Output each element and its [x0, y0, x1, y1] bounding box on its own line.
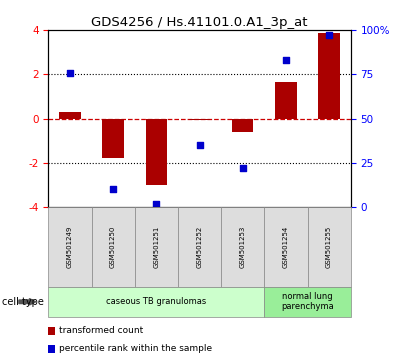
Bar	[145, 119, 167, 185]
Text: transformed count: transformed count	[59, 326, 143, 336]
Title: GDS4256 / Hs.41101.0.A1_3p_at: GDS4256 / Hs.41101.0.A1_3p_at	[91, 16, 308, 29]
Bar	[232, 119, 254, 132]
Point	[283, 57, 289, 63]
Text: GSM501255: GSM501255	[326, 226, 332, 268]
Text: percentile rank within the sample: percentile rank within the sample	[59, 344, 212, 353]
Text: normal lung
parenchyma: normal lung parenchyma	[281, 292, 334, 312]
Point	[66, 70, 73, 75]
Point	[239, 165, 246, 171]
Bar	[189, 119, 210, 120]
Text: caseous TB granulomas: caseous TB granulomas	[106, 297, 206, 306]
Text: GSM501250: GSM501250	[110, 226, 116, 268]
Bar	[318, 33, 340, 119]
Bar	[59, 112, 81, 119]
Point	[196, 142, 203, 148]
Text: GSM501254: GSM501254	[283, 226, 289, 268]
Bar	[275, 82, 297, 119]
Text: GSM501253: GSM501253	[240, 226, 246, 268]
Text: GSM501252: GSM501252	[197, 226, 202, 268]
Text: GSM501249: GSM501249	[67, 226, 73, 268]
Text: GSM501251: GSM501251	[153, 226, 159, 268]
Point	[110, 187, 116, 192]
Text: cell type: cell type	[2, 297, 44, 307]
Point	[326, 33, 333, 38]
Point	[153, 201, 160, 206]
Bar	[102, 119, 124, 159]
